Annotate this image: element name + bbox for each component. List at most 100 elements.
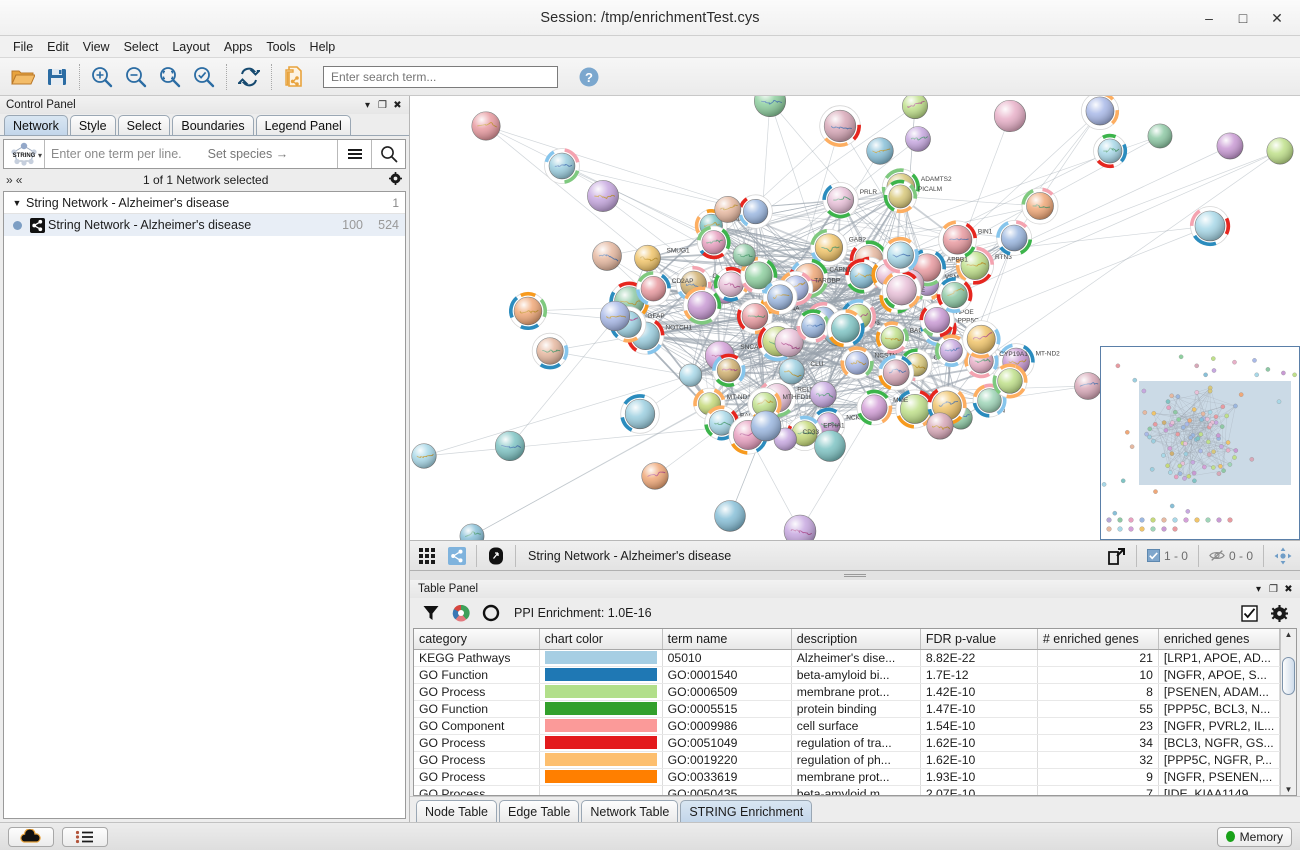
- string-logo-icon[interactable]: STRING ▾: [4, 140, 44, 168]
- menu-edit[interactable]: Edit: [47, 39, 69, 54]
- gear-icon[interactable]: [389, 172, 406, 188]
- open-folder-icon[interactable]: [6, 61, 40, 93]
- network-node[interactable]: SMUG1: [634, 244, 690, 272]
- network-node[interactable]: CD33: [773, 427, 820, 451]
- network-node[interactable]: [679, 363, 703, 387]
- menu-tools[interactable]: Tools: [266, 39, 296, 54]
- network-node[interactable]: [753, 96, 787, 118]
- network-node[interactable]: [682, 286, 722, 325]
- tab-node-table[interactable]: Node Table: [416, 800, 498, 822]
- network-node[interactable]: APOE: [919, 302, 974, 338]
- tab-edge-table[interactable]: Edge Table: [499, 800, 580, 822]
- network-graph[interactable]: MT-ND2MT-ND1VSNL1GAB2RTN3NCK1ADAMTS2SMUG…: [410, 96, 1300, 541]
- tree-root-row[interactable]: ▼ String Network - Alzheimer's disease 1: [4, 192, 405, 214]
- network-canvas[interactable]: MT-ND2MT-ND1VSNL1GAB2RTN3NCK1ADAMTS2SMUG…: [410, 96, 1300, 541]
- enrichment-table-wrapper[interactable]: category chart color term name descripti…: [413, 628, 1297, 796]
- column-header-fdr-pvalue[interactable]: FDR p-value: [920, 629, 1038, 650]
- minimize-button[interactable]: –: [1205, 10, 1213, 26]
- cloud-icon[interactable]: [8, 826, 54, 847]
- network-node[interactable]: CLU: [778, 358, 824, 385]
- network-node[interactable]: CD2AP: [636, 271, 694, 306]
- search-field[interactable]: [329, 68, 552, 85]
- network-node[interactable]: MME: [856, 389, 909, 426]
- collapse-all-icon[interactable]: «: [15, 173, 23, 187]
- table-row[interactable]: GO Process GO:0033619 membrane prot... 1.93…: [414, 768, 1281, 786]
- network-node[interactable]: [641, 462, 669, 490]
- network-node[interactable]: [819, 105, 861, 147]
- column-header-enriched-count[interactable]: # enriched genes: [1037, 629, 1159, 650]
- table-row[interactable]: GO Component GO:0009986 cell surface 1.54E-…: [414, 717, 1281, 735]
- network-node[interactable]: [935, 334, 968, 367]
- selected-nodes-status[interactable]: 1 - 0: [1141, 549, 1194, 563]
- hidden-nodes-status[interactable]: 0 - 0: [1203, 549, 1259, 563]
- network-node[interactable]: BCL3: [713, 266, 766, 302]
- network-node[interactable]: [738, 194, 773, 229]
- network-node[interactable]: [544, 148, 580, 184]
- network-node[interactable]: BACE1: [875, 321, 931, 355]
- network-node[interactable]: [509, 292, 548, 330]
- menu-apps[interactable]: Apps: [223, 39, 253, 54]
- help-icon[interactable]: ?: [572, 61, 606, 93]
- pan-navigator-icon[interactable]: [1268, 543, 1298, 569]
- maximize-button[interactable]: □: [1238, 10, 1248, 26]
- network-node[interactable]: [809, 381, 837, 408]
- network-node[interactable]: [1081, 96, 1120, 130]
- network-node[interactable]: [494, 430, 526, 462]
- table-row[interactable]: KEGG Pathways 05010 Alzheimer's dise... 8.8…: [414, 649, 1281, 667]
- zoom-in-icon[interactable]: [85, 61, 119, 93]
- hamburger-options-icon[interactable]: [338, 140, 371, 168]
- network-node[interactable]: [471, 111, 501, 141]
- network-node[interactable]: [592, 241, 622, 271]
- network-node[interactable]: [905, 126, 931, 152]
- table-vertical-scrollbar[interactable]: ▲ ▼: [1280, 629, 1296, 795]
- network-node[interactable]: RTN3: [955, 246, 1012, 285]
- zoom-fit-selected-icon[interactable]: [153, 61, 187, 93]
- network-share-icon[interactable]: [442, 543, 472, 569]
- table-row[interactable]: GO Function GO:0001540 beta-amyloid bi... 1…: [414, 666, 1281, 684]
- network-node[interactable]: [774, 328, 804, 357]
- network-node[interactable]: [1147, 123, 1173, 149]
- network-node[interactable]: [783, 514, 817, 541]
- scroll-up-arrow-icon[interactable]: ▲: [1284, 630, 1293, 639]
- network-node[interactable]: TOMM40: [895, 389, 963, 429]
- expand-all-icon[interactable]: »: [6, 173, 13, 187]
- network-node[interactable]: [1093, 133, 1128, 169]
- scrollbar-thumb[interactable]: [1282, 657, 1295, 695]
- network-node[interactable]: [1189, 206, 1231, 247]
- donut-ring-icon[interactable]: [476, 604, 506, 622]
- table-row[interactable]: GO Process GO:0019220 regulation of ph... 1…: [414, 751, 1281, 769]
- control-panel-float-icon[interactable]: ❐: [378, 99, 387, 111]
- network-node[interactable]: [993, 99, 1027, 133]
- color-wheel-icon[interactable]: [446, 604, 476, 622]
- network-node[interactable]: [1074, 372, 1102, 400]
- string-dropdown-caret-icon[interactable]: ▾: [37, 151, 42, 160]
- network-node[interactable]: [826, 309, 865, 348]
- tab-boundaries[interactable]: Boundaries: [172, 115, 254, 135]
- network-node[interactable]: [531, 332, 569, 370]
- grid-view-icon[interactable]: [412, 543, 442, 569]
- column-header-category[interactable]: category: [414, 629, 540, 650]
- network-node[interactable]: [599, 300, 631, 332]
- network-node[interactable]: [882, 236, 919, 274]
- close-button[interactable]: ✕: [1271, 9, 1283, 26]
- network-node[interactable]: [714, 500, 746, 532]
- table-row[interactable]: GO Process GO:0051049 regulation of tra...…: [414, 734, 1281, 752]
- network-node[interactable]: [881, 270, 922, 310]
- tab-select[interactable]: Select: [117, 115, 171, 135]
- chevron-down-icon[interactable]: ▼: [12, 197, 22, 208]
- network-node[interactable]: [962, 320, 1001, 359]
- column-header-description[interactable]: description: [791, 629, 921, 650]
- network-node[interactable]: [732, 243, 756, 267]
- network-node[interactable]: [814, 430, 846, 462]
- table-panel-collapse-icon[interactable]: ▾: [1255, 583, 1262, 595]
- network-node[interactable]: [587, 180, 619, 212]
- control-panel-collapse-icon[interactable]: ▾: [364, 99, 371, 111]
- task-list-icon[interactable]: [62, 826, 108, 847]
- network-node[interactable]: [878, 354, 915, 391]
- string-term-input[interactable]: Enter one term per line. Set species →: [45, 140, 337, 168]
- tab-string-enrichment[interactable]: STRING Enrichment: [680, 800, 813, 822]
- column-header-chart-color[interactable]: chart color: [539, 629, 663, 650]
- menu-view[interactable]: View: [82, 39, 110, 54]
- column-header-enriched-genes[interactable]: enriched genes: [1158, 629, 1281, 650]
- tab-style[interactable]: Style: [69, 115, 116, 135]
